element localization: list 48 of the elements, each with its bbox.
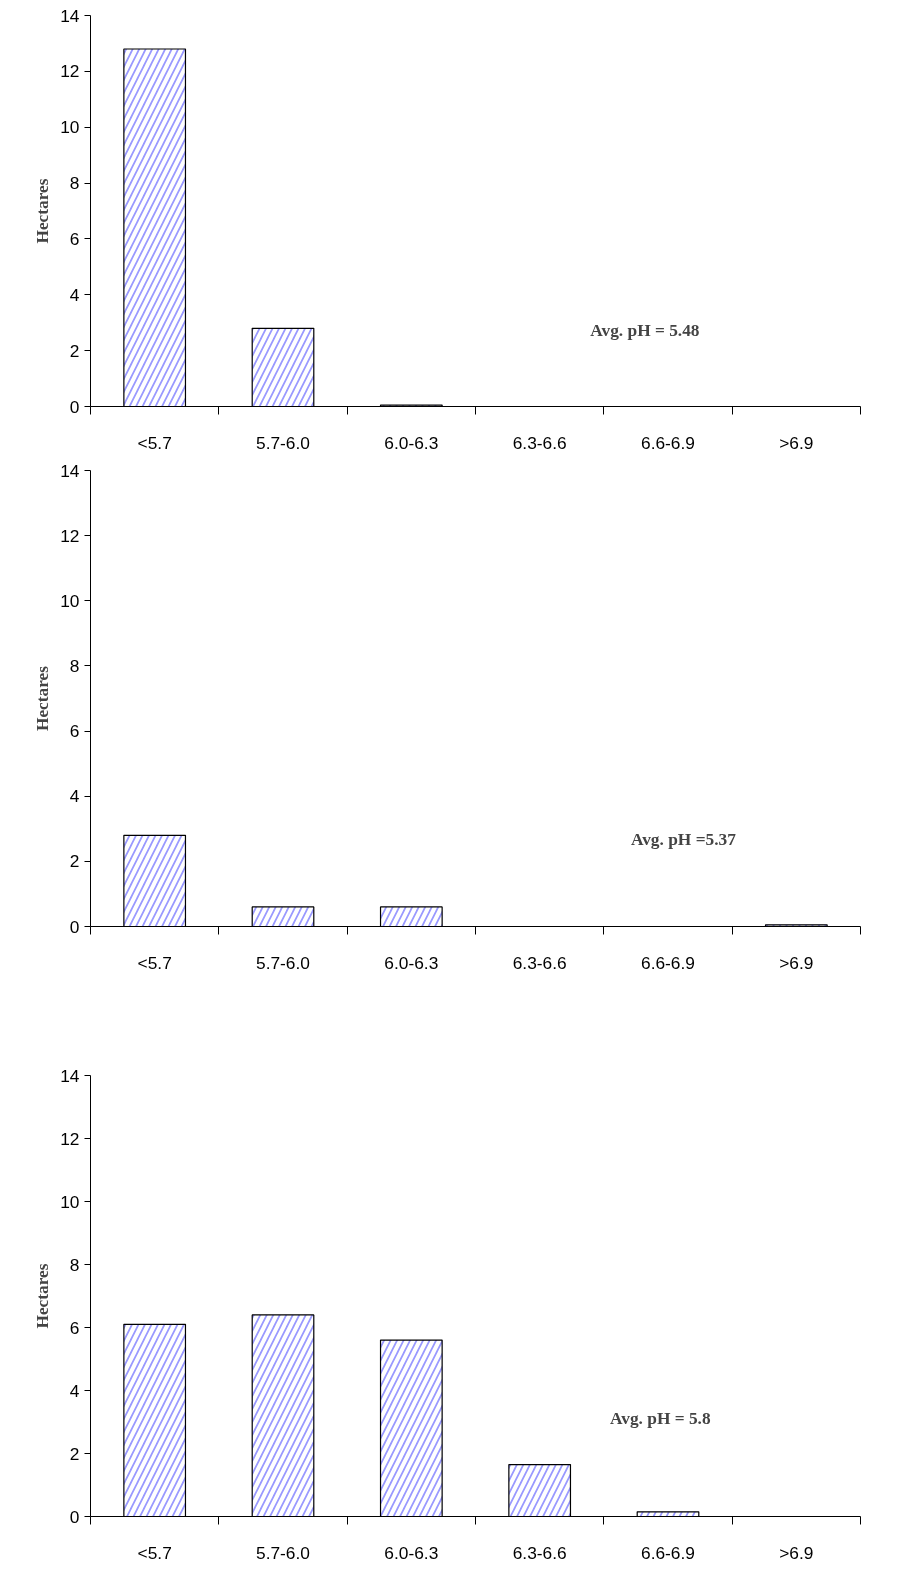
y-tick-label: 10 bbox=[60, 1191, 80, 1212]
y-tick-label: 8 bbox=[69, 1254, 80, 1275]
annotation: Avg. pH =5.37 bbox=[630, 829, 737, 849]
y-tick-label: 0 bbox=[69, 1506, 80, 1527]
x-tick-label: 5.7-6.0 bbox=[256, 432, 310, 453]
x-tick-label: <5.7 bbox=[137, 432, 172, 453]
x-tick-label: 6.6-6.9 bbox=[641, 1542, 695, 1563]
annotation: Avg. pH = 5.48 bbox=[590, 321, 700, 341]
x-tick-label: <5.7 bbox=[137, 952, 172, 973]
y-tick-label: 12 bbox=[60, 61, 80, 82]
x-tick-label: 6.0-6.3 bbox=[384, 1542, 439, 1563]
y-tick-label: 8 bbox=[69, 173, 80, 194]
y-tick-label: 10 bbox=[60, 117, 80, 138]
y-tick-label: 10 bbox=[60, 590, 80, 611]
x-tick-label: 6.0-6.3 bbox=[384, 952, 439, 973]
y-tick-label: 4 bbox=[69, 1380, 80, 1401]
y-tick-label: 0 bbox=[69, 396, 80, 417]
y-tick-label: 6 bbox=[69, 228, 80, 249]
y-tick-label: 2 bbox=[69, 1443, 80, 1464]
y-axis-title: Hectares bbox=[33, 665, 53, 732]
x-tick-label: >6.9 bbox=[779, 1542, 814, 1563]
y-tick-label: 14 bbox=[60, 5, 80, 26]
y-tick-label: 0 bbox=[69, 916, 80, 937]
x-tick-label: >6.9 bbox=[779, 432, 814, 453]
y-tick-label: 6 bbox=[69, 721, 80, 742]
y-tick-label: 4 bbox=[69, 284, 80, 305]
x-tick-label: <5.7 bbox=[137, 1542, 172, 1563]
y-tick-label: 4 bbox=[69, 786, 80, 807]
y-tick-label: 2 bbox=[69, 340, 80, 361]
x-tick-label: 6.0-6.3 bbox=[384, 432, 439, 453]
annotation: Avg. pH = 5.8 bbox=[610, 1409, 711, 1429]
x-tick-label: 6.6-6.9 bbox=[641, 952, 695, 973]
y-tick-label: 14 bbox=[60, 1065, 80, 1086]
y-tick-label: 8 bbox=[69, 655, 80, 676]
x-tick-label: 5.7-6.0 bbox=[256, 952, 310, 973]
y-axis-title: Hectares bbox=[33, 178, 53, 244]
x-tick-label: 6.3-6.6 bbox=[512, 952, 567, 973]
y-tick-label: 12 bbox=[60, 1128, 80, 1149]
x-tick-label: 6.6-6.9 bbox=[641, 432, 695, 453]
y-axis-title: Hectares bbox=[33, 1263, 53, 1329]
y-tick-label: 14 bbox=[60, 460, 80, 481]
x-tick-label: >6.9 bbox=[779, 952, 814, 973]
x-tick-label: 6.3-6.6 bbox=[512, 1542, 567, 1563]
y-tick-label: 12 bbox=[60, 525, 80, 546]
y-tick-label: 6 bbox=[69, 1317, 80, 1338]
x-tick-label: 6.3-6.6 bbox=[512, 432, 567, 453]
y-tick-label: 2 bbox=[69, 851, 80, 872]
x-tick-label: 5.7-6.0 bbox=[256, 1542, 310, 1563]
